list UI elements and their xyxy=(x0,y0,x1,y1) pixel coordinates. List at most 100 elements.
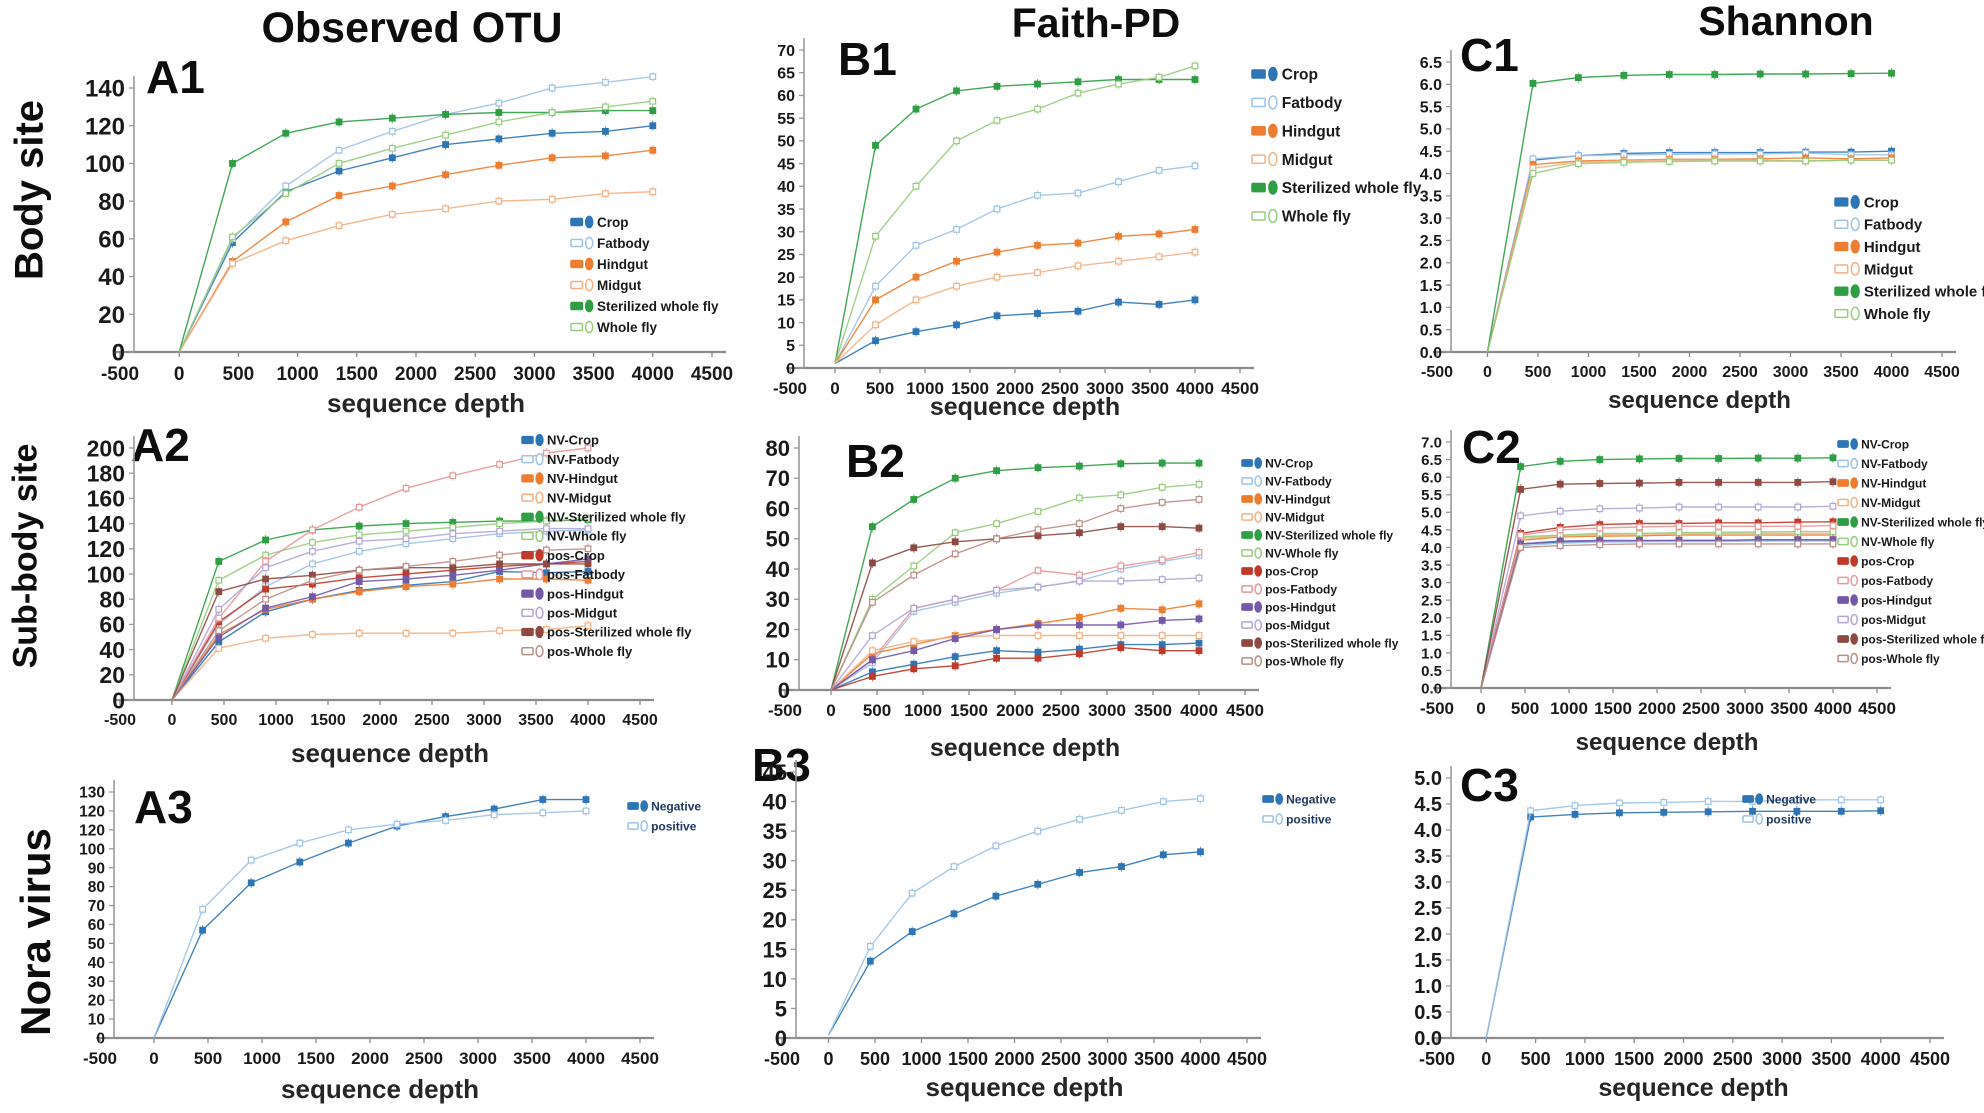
legend-item: NV-Crop xyxy=(1241,456,1313,470)
legend-ellipse-swatch xyxy=(584,299,594,313)
legend-item: pos-Crop xyxy=(1837,554,1914,568)
legend-label: pos-Midgut xyxy=(547,605,618,620)
data-point-marker xyxy=(1635,504,1643,512)
legend-label: Crop xyxy=(597,215,629,230)
legend-item: pos-Sterilized whole fly xyxy=(521,625,692,640)
data-point-marker xyxy=(1517,544,1525,551)
data-point-marker xyxy=(229,160,236,167)
legend-item: NV-Midgut xyxy=(1837,496,1920,510)
legend-item: pos-Fatbody xyxy=(1837,574,1933,588)
panel-C2: 0.00.51.01.52.02.53.03.54.04.55.05.56.06… xyxy=(1420,430,1984,756)
y-tick-label: 10 xyxy=(88,1012,105,1029)
column-title-faith-pd: Faith-PD xyxy=(1011,0,1181,46)
legend-label: NV-Midgut xyxy=(547,490,612,505)
data-point-marker xyxy=(1571,802,1579,809)
y-tick-label: 100 xyxy=(87,561,125,587)
legend-ellipse-swatch xyxy=(1850,516,1859,528)
legend-label: Fatbody xyxy=(1864,217,1923,234)
data-point-marker xyxy=(993,205,1001,213)
data-point-marker xyxy=(993,535,1000,543)
x-tick-label: 4000 xyxy=(1814,699,1852,718)
legend-item: Crop xyxy=(570,215,629,230)
data-point-marker xyxy=(229,233,236,241)
data-point-marker xyxy=(262,536,269,544)
y-tick-label: 20 xyxy=(88,993,105,1010)
data-point-marker xyxy=(1793,807,1801,815)
x-tick-label: 4500 xyxy=(622,712,658,729)
legend-ellipse-swatch xyxy=(1850,574,1859,587)
data-point-marker xyxy=(1517,512,1525,520)
legend-item: Hindgut xyxy=(570,257,648,272)
legend-item: NV-Midgut xyxy=(1241,510,1324,524)
legend-square-swatch xyxy=(1837,498,1849,507)
data-point-marker xyxy=(1076,869,1084,876)
y-tick-label: 80 xyxy=(99,586,125,612)
data-point-marker xyxy=(1754,479,1762,486)
y-tick-label: 30 xyxy=(763,849,787,874)
data-point-marker xyxy=(496,551,503,559)
data-point-marker xyxy=(1075,632,1083,639)
data-point-marker xyxy=(584,515,592,522)
y-tick-label: 10 xyxy=(763,967,787,992)
y-tick-label: 20 xyxy=(99,662,125,688)
data-point-marker xyxy=(1756,157,1764,165)
A3-series-Negative xyxy=(153,798,586,1039)
legend-label: NV-Crop xyxy=(1265,456,1313,470)
A1-series-Crop xyxy=(178,125,653,353)
x-tick-label: 0 xyxy=(168,712,177,729)
A2-series-NV-Whole fly xyxy=(171,517,589,701)
legend-square-swatch xyxy=(1837,615,1849,624)
data-point-marker xyxy=(539,796,547,803)
legend-ellipse-swatch xyxy=(1850,652,1859,665)
y-tick-label: 10 xyxy=(766,648,790,673)
B1-series-Crop xyxy=(834,299,1196,365)
data-point-marker xyxy=(1191,226,1199,233)
legend-item: pos-Crop xyxy=(1241,564,1318,578)
legend-square-swatch xyxy=(1251,211,1266,221)
y-tick-label: 4.5 xyxy=(1414,794,1442,816)
data-point-marker xyxy=(872,282,879,290)
x-tick-label: 4000 xyxy=(1180,701,1218,720)
legend-ellipse-swatch xyxy=(1850,496,1859,509)
data-point-marker xyxy=(1620,158,1628,166)
legend-item: pos-Crop xyxy=(521,548,605,563)
data-point-marker xyxy=(282,237,290,245)
data-point-marker xyxy=(1034,567,1042,574)
legend-label: Midgut xyxy=(597,278,642,293)
A1-series-Whole fly xyxy=(178,100,653,353)
panel-label-a1: A1 xyxy=(146,51,205,103)
legend-label: pos-Crop xyxy=(547,548,605,563)
data-point-marker xyxy=(993,647,1000,655)
data-point-marker xyxy=(1075,650,1083,658)
y-tick-label: 120 xyxy=(79,804,105,821)
legend-label: positive xyxy=(1286,812,1332,826)
panel-C3: 0.0 0.5 1.0 1.5 2.0 2.5 3.0 3.5 4.0 4.5 5.0 -500 0 50… xyxy=(1414,766,1950,1102)
data-point-marker xyxy=(1158,632,1166,639)
legend-square-swatch xyxy=(521,647,534,656)
legend-ellipse-swatch xyxy=(535,529,544,543)
x-tick-label: 500 xyxy=(1525,364,1552,381)
data-point-marker xyxy=(1888,156,1895,164)
data-point-marker xyxy=(542,525,550,533)
column-title-observed-otu: Observed OTU xyxy=(261,4,563,52)
data-point-marker xyxy=(345,839,352,847)
data-point-marker xyxy=(992,842,1000,850)
data-point-marker xyxy=(402,629,410,637)
legend-label: Sterilized whole fly xyxy=(597,299,719,314)
legend-ellipse-swatch xyxy=(1850,457,1859,470)
A2-series-pos-Hindgut xyxy=(171,558,589,701)
data-point-marker xyxy=(912,182,920,190)
y-tick-label: 2.0 xyxy=(1414,924,1442,946)
data-point-marker xyxy=(495,197,503,205)
data-point-marker xyxy=(215,557,223,565)
data-point-marker xyxy=(584,444,592,452)
data-point-marker xyxy=(1117,523,1125,531)
y-tick-label: 130 xyxy=(79,785,105,802)
x-tick-label: 1000 xyxy=(1550,699,1588,718)
data-point-marker xyxy=(868,632,876,639)
x-tick-label: 0 xyxy=(830,379,839,398)
legend-label: Whole fly xyxy=(1864,306,1931,323)
